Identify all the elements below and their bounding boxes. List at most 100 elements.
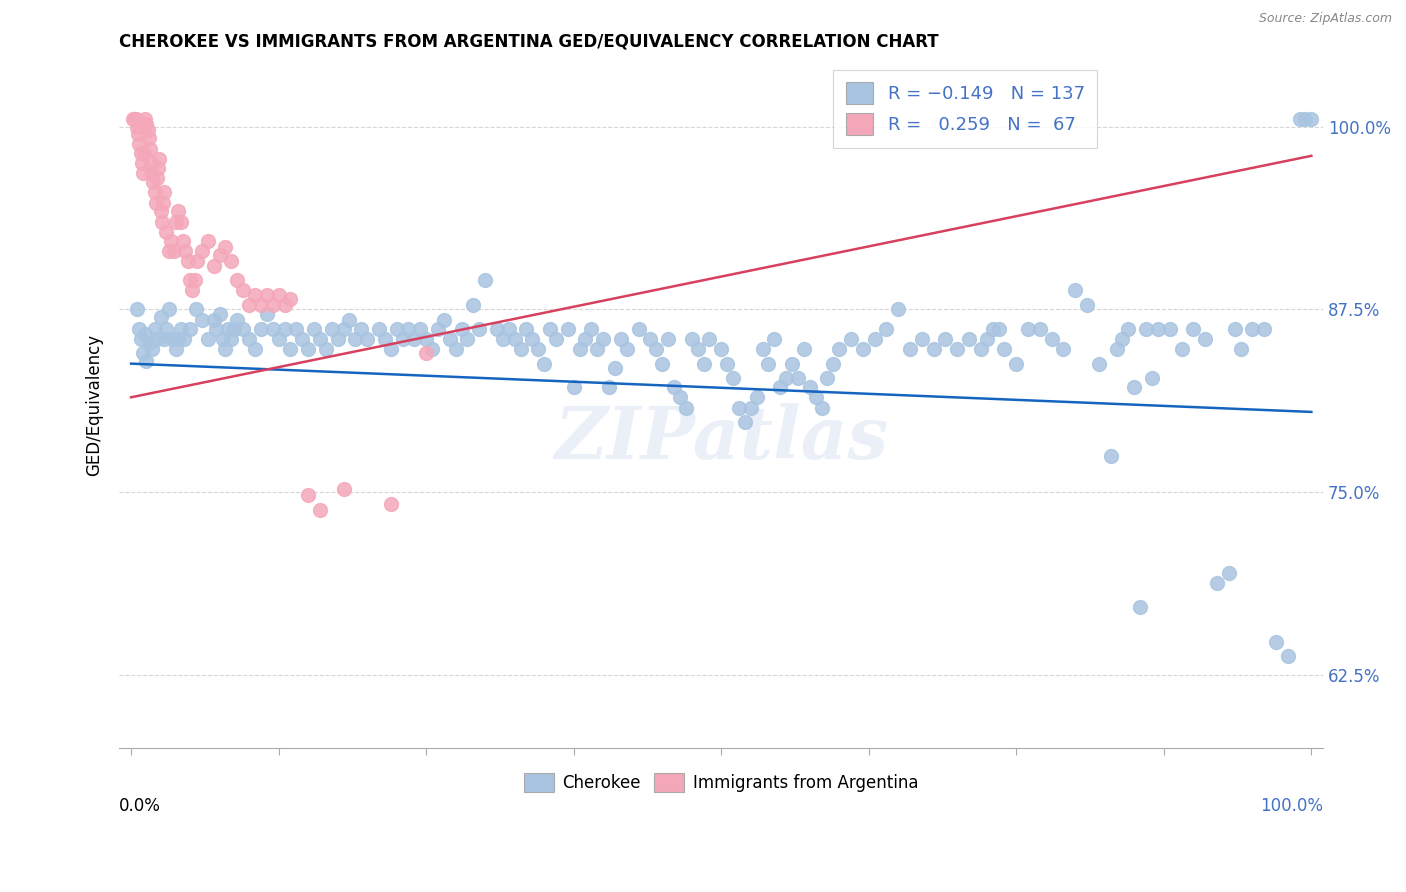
Point: [280, 342, 302, 356]
Point: [468, 321, 491, 335]
Point: [167, 204, 190, 219]
Point: [205, 321, 228, 335]
Point: [450, 321, 472, 335]
Point: [598, 380, 620, 394]
Point: [699, 332, 721, 346]
Point: [302, 321, 325, 335]
Point: [139, 156, 162, 170]
Text: CHEROKEE VS IMMIGRANTS FROM ARGENTINA GED/EQUIVALENCY CORRELATION CHART: CHEROKEE VS IMMIGRANTS FROM ARGENTINA GE…: [120, 33, 939, 51]
Point: [1040, 332, 1063, 346]
Point: [1111, 332, 1133, 346]
Point: [1241, 321, 1264, 335]
Point: [380, 342, 402, 356]
Point: [243, 288, 266, 302]
Point: [675, 401, 697, 415]
Point: [627, 321, 650, 335]
Point: [127, 127, 149, 141]
Point: [485, 321, 508, 335]
Point: [202, 312, 225, 326]
Point: [415, 332, 437, 346]
Point: [214, 342, 236, 356]
Point: [957, 332, 980, 346]
Point: [191, 312, 214, 326]
Point: [129, 145, 152, 160]
Point: [557, 321, 579, 335]
Point: [172, 234, 194, 248]
Point: [177, 254, 200, 268]
Point: [1159, 321, 1181, 335]
Point: [769, 380, 792, 394]
Point: [155, 225, 177, 239]
Point: [721, 371, 744, 385]
Point: [380, 497, 402, 511]
Point: [226, 273, 249, 287]
Point: [1076, 298, 1098, 312]
Point: [503, 332, 526, 346]
Point: [651, 357, 673, 371]
Point: [1088, 357, 1111, 371]
Point: [135, 117, 157, 131]
Point: [1052, 342, 1074, 356]
Point: [396, 321, 419, 335]
Point: [728, 401, 751, 415]
Point: [125, 120, 148, 134]
Point: [149, 204, 172, 219]
Point: [934, 332, 956, 346]
Point: [1105, 342, 1128, 356]
Point: [863, 332, 886, 346]
Point: [267, 332, 290, 346]
Point: [981, 321, 1004, 335]
Point: [356, 332, 378, 346]
Point: [815, 371, 838, 385]
Point: [197, 332, 219, 346]
Point: [184, 302, 207, 317]
Point: [256, 307, 278, 321]
Point: [132, 145, 155, 160]
Point: [562, 380, 585, 394]
Point: [1170, 342, 1192, 356]
Point: [780, 357, 803, 371]
Point: [1301, 112, 1323, 127]
Text: ZIPatlas: ZIPatlas: [554, 403, 889, 475]
Point: [976, 332, 998, 346]
Point: [141, 342, 163, 356]
Point: [141, 166, 163, 180]
Point: [586, 342, 609, 356]
Point: [1288, 112, 1310, 127]
Point: [1147, 321, 1170, 335]
Point: [232, 321, 254, 335]
Point: [169, 321, 191, 335]
Point: [1223, 321, 1246, 335]
Point: [191, 244, 214, 258]
Point: [139, 142, 162, 156]
Point: [184, 273, 207, 287]
Point: [1229, 342, 1251, 356]
Point: [839, 332, 862, 346]
Point: [1135, 321, 1157, 335]
Point: [226, 312, 249, 326]
Point: [145, 195, 167, 210]
Point: [1118, 321, 1140, 335]
Point: [136, 122, 159, 136]
Point: [186, 254, 208, 268]
Point: [174, 244, 197, 258]
Point: [167, 332, 190, 346]
Point: [433, 312, 456, 326]
Point: [344, 332, 367, 346]
Point: [297, 342, 319, 356]
Point: [142, 175, 165, 189]
Text: 100.0%: 100.0%: [1260, 797, 1323, 814]
Point: [391, 332, 413, 346]
Point: [132, 346, 155, 360]
Point: [657, 332, 679, 346]
Point: [243, 342, 266, 356]
Point: [148, 161, 170, 175]
Point: [262, 321, 284, 335]
Point: [291, 332, 314, 346]
Point: [538, 321, 561, 335]
Point: [740, 401, 762, 415]
Point: [1029, 321, 1052, 335]
Point: [125, 112, 148, 127]
Point: [1264, 634, 1286, 648]
Point: [799, 380, 821, 394]
